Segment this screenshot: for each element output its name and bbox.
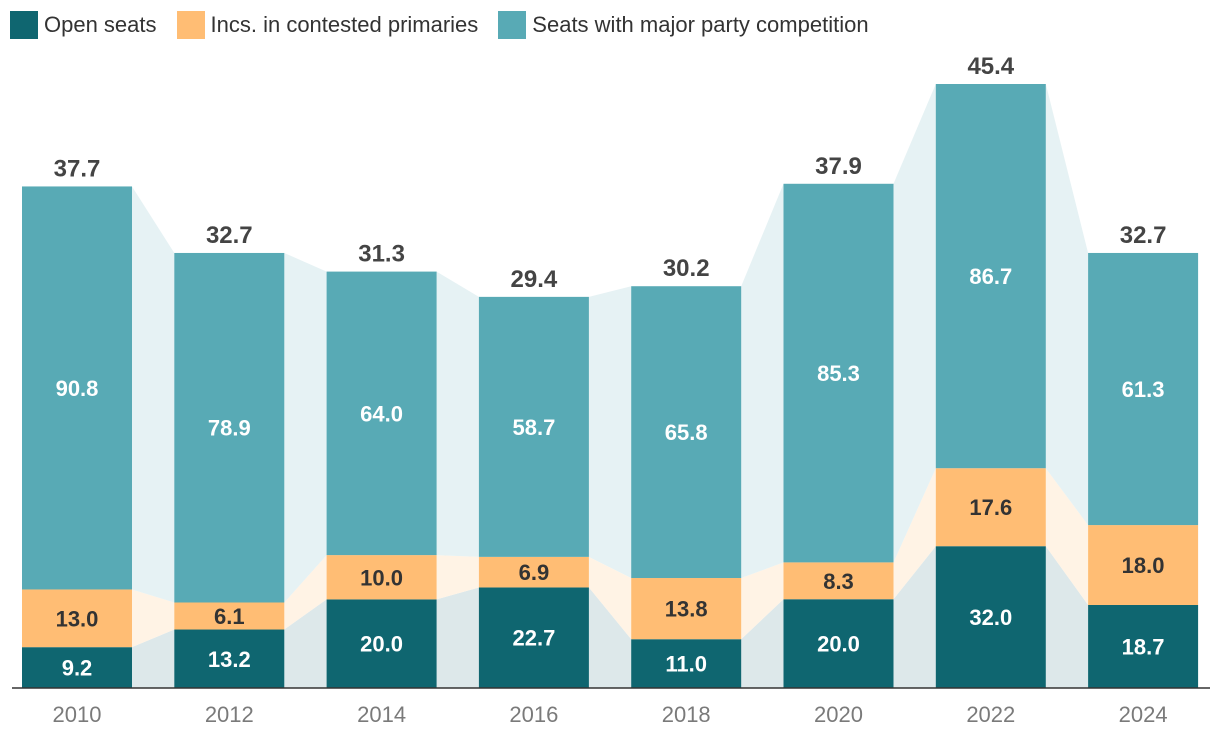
total-label-2018: 30.2: [663, 255, 710, 282]
connector-band-1: [1045, 546, 1089, 688]
bar-segment-2-2022: [935, 468, 1046, 547]
bar-segment-1-2010: [22, 647, 132, 688]
connector-band-2: [893, 468, 936, 600]
bar-segment-1-2012: [174, 629, 285, 688]
bar-segment-3-2022: [935, 84, 1046, 469]
segment-label-1-2012: 13.2: [208, 647, 251, 672]
total-label-2012: 32.7: [206, 222, 253, 249]
connector-band-1: [893, 546, 936, 688]
segment-label-3-2010: 90.8: [56, 376, 99, 401]
connector-band-1: [132, 629, 175, 688]
bar-segment-1-2014: [326, 599, 437, 688]
connector-band-1: [284, 599, 327, 688]
x-tick-label-2014: 2014: [357, 702, 406, 727]
connector-bands: [132, 84, 1089, 688]
segment-label-1-2014: 20.0: [360, 632, 403, 657]
bar-segment-3-2018: [631, 286, 742, 579]
bar-segment-2-2020: [783, 562, 894, 600]
bar-segment-3-2016: [478, 296, 589, 557]
segment-label-2-2016: 6.9: [519, 560, 550, 585]
segment-label-3-2024: 61.3: [1122, 377, 1165, 402]
bar-segment-2-2012: [174, 602, 285, 630]
segment-label-3-2020: 85.3: [817, 361, 860, 386]
bar-segment-1-2024: [1088, 604, 1199, 688]
legend-swatch-incumbents-contested: [176, 11, 205, 39]
bar-segment-2-2016: [478, 556, 589, 588]
total-label-2014: 31.3: [358, 241, 405, 268]
segment-label-1-2022: 32.0: [969, 605, 1012, 630]
connector-band-3: [588, 286, 632, 579]
x-tick-label-2024: 2024: [1119, 702, 1168, 727]
segment-label-2-2012: 6.1: [214, 604, 245, 629]
bar-segment-1-2020: [783, 599, 894, 688]
segment-label-3-2016: 58.7: [512, 415, 555, 440]
total-label-2020: 37.9: [815, 153, 862, 180]
x-axis-ticks: 2010 2012 2014 2016 2018 2020 2022 2024: [53, 702, 1168, 727]
total-label-2016: 29.4: [511, 266, 558, 293]
segment-label-2-2024: 18.0: [1122, 553, 1165, 578]
x-tick-label-2020: 2020: [814, 702, 863, 727]
x-tick-label-2010: 2010: [53, 702, 102, 727]
connector-band-2: [132, 589, 175, 648]
segment-label-1-2020: 20.0: [817, 632, 860, 657]
segment-label-2-2020: 8.3: [823, 569, 854, 594]
bar-segment-3-2014: [326, 271, 437, 556]
bar-segment-2-2024: [1088, 525, 1199, 605]
segment-label-1-2018: 11.0: [665, 652, 707, 677]
segment-label-1-2024: 18.7: [1122, 634, 1165, 659]
connector-band-3: [284, 252, 327, 603]
legend-swatch-open-seats: [10, 11, 38, 39]
legend: Open seats Incs. in contested primaries …: [10, 11, 889, 39]
legend-item-open-seats: Open seats: [10, 11, 157, 39]
segment-label-2-2010: 13.0: [56, 606, 99, 631]
segment-label-2-2014: 10.0: [360, 565, 403, 590]
total-label-2024: 32.7: [1120, 222, 1167, 249]
segment-label-1-2016: 22.7: [512, 626, 555, 651]
legend-label-major-party-competition: Seats with major party competition: [532, 12, 869, 37]
legend-label-open-seats: Open seats: [44, 12, 157, 37]
total-label-2022: 45.4: [967, 53, 1014, 80]
segment-label-3-2012: 78.9: [208, 416, 251, 441]
x-tick-label-2022: 2022: [966, 702, 1015, 727]
segment-label-3-2018: 65.8: [665, 420, 708, 445]
connector-band-3: [436, 271, 479, 557]
bar-segment-3-2010: [22, 186, 132, 590]
connector-band-3: [893, 84, 936, 563]
connector-band-2: [741, 562, 784, 640]
bar-segment-3-2024: [1088, 252, 1199, 526]
connector-band-2: [588, 556, 632, 640]
legend-item-major-party-competition: Seats with major party competition: [498, 11, 869, 39]
bar-segment-2-2010: [22, 589, 132, 648]
bar-segment-1-2018: [631, 639, 742, 688]
connector-band-2: [1045, 468, 1089, 605]
bar-segment-3-2020: [783, 183, 894, 563]
legend-swatch-major-party-competition: [498, 11, 527, 39]
segment-label-2-2018: 13.8: [665, 597, 708, 622]
bar-segment-3-2012: [174, 252, 285, 603]
connector-band-1: [436, 587, 479, 688]
bars: 9.2 13.0 90.8 37.7 13.2 6.1 78.9 32.7 20.0 10.0 64…: [22, 53, 1199, 688]
connector-band-2: [284, 555, 327, 630]
segment-label-1-2010: 9.2: [62, 656, 93, 681]
bar-segment-2-2014: [326, 555, 437, 600]
x-tick-label-2012: 2012: [205, 702, 254, 727]
connector-band-3: [132, 186, 175, 603]
connector-band-1: [741, 599, 784, 688]
bar-segment-1-2016: [478, 587, 589, 688]
bar-segment-2-2018: [631, 578, 742, 640]
x-tick-label-2018: 2018: [662, 702, 711, 727]
segment-label-3-2022: 86.7: [969, 264, 1012, 289]
connector-band-3: [741, 183, 784, 579]
connector-band-1: [588, 587, 632, 688]
total-label-2010: 37.7: [54, 155, 101, 182]
legend-label-incumbents-contested: Incs. in contested primaries: [210, 12, 479, 37]
segment-label-3-2014: 64.0: [360, 401, 403, 426]
bar-segment-1-2022: [935, 546, 1046, 688]
segment-label-2-2022: 17.6: [969, 495, 1012, 520]
legend-item-incumbents-contested: Incs. in contested primaries: [176, 11, 479, 39]
connector-band-3: [1045, 84, 1089, 526]
connector-band-2: [436, 555, 479, 600]
x-tick-label-2016: 2016: [509, 702, 558, 727]
